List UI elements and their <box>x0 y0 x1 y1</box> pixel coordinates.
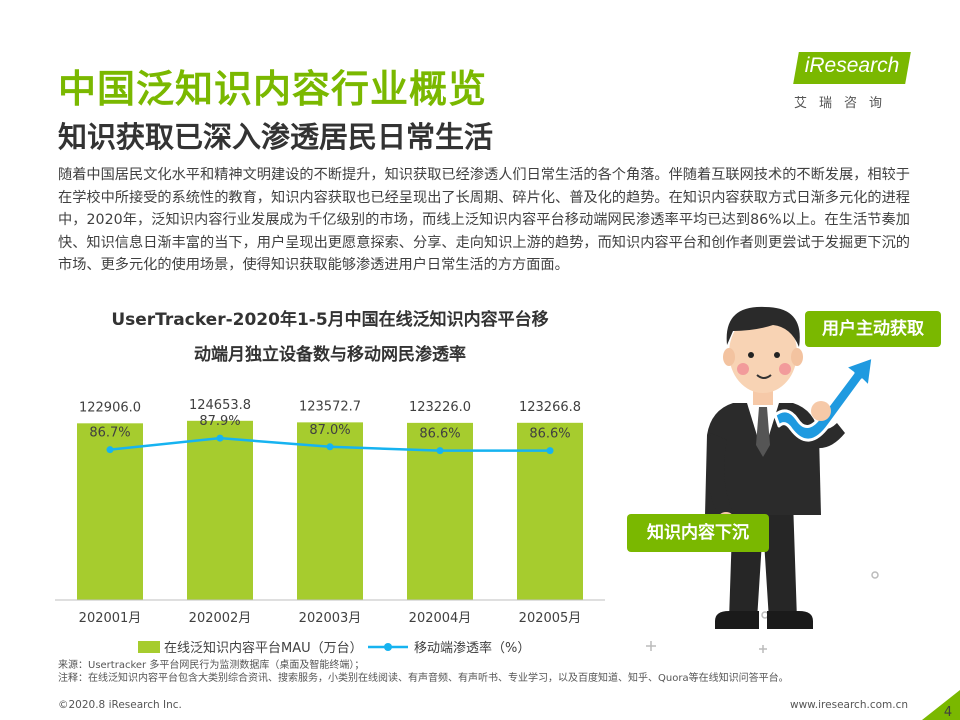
bar-value-label: 124653.8 <box>189 398 251 413</box>
left-shoe <box>715 611 759 629</box>
footer-source: 来源：Usertracker 多平台网民行为监测数据库（桌面及智能终端）； 注释… <box>58 659 789 685</box>
source-text: 来源：Usertracker 多平台网民行为监测数据库（桌面及智能终端）； <box>58 660 365 671</box>
chart-title-line1: UserTracker-2020年1-5月中国在线泛知识内容平台移 <box>111 310 549 330</box>
left-cheek <box>737 363 749 375</box>
copyright: ©2020.8 iResearch Inc. <box>58 699 182 711</box>
line-point <box>546 447 554 455</box>
x-tick-label: 202003月 <box>299 611 362 626</box>
mouth <box>756 374 772 379</box>
right-cheek <box>779 363 791 375</box>
page-number: 4 <box>944 705 952 720</box>
intro-paragraph: 随着中国居民文化水平和精神文明建设的不断提升，知识获取已经渗透人们日常生活的各个… <box>58 167 910 273</box>
bar-value-label: 123572.7 <box>299 399 361 414</box>
chart-title-line2: 动端月独立设备数与移动网民渗透率 <box>194 345 466 365</box>
bar-value-label: 123226.0 <box>409 400 471 415</box>
right-eye <box>774 352 780 358</box>
penetration-value-labels: 86.7% 87.9% 87.0% 86.6% 86.6% <box>89 414 570 441</box>
left-ear <box>723 348 735 366</box>
callout-content-sinking: 知识内容下沉 <box>627 514 769 552</box>
left-arm <box>706 433 733 517</box>
tie <box>756 407 770 457</box>
line-value-label: 87.0% <box>309 423 350 438</box>
page-subtitle: 知识获取已深入渗透居民日常生活 <box>58 120 494 154</box>
line-point <box>106 446 114 454</box>
left-eye <box>748 352 754 358</box>
chart-legend: 在线泛知识内容平台MAU（万台） 移动端渗透率（%） <box>138 640 530 656</box>
line-value-label: 86.7% <box>89 426 130 441</box>
footer-url[interactable]: www.iresearch.com.cn <box>790 699 909 711</box>
x-tick-label: 202002月 <box>189 611 252 626</box>
right-ear <box>791 348 803 366</box>
line-value-label: 87.9% <box>199 414 240 429</box>
hair <box>726 306 800 347</box>
bar <box>187 420 253 600</box>
callout-user-active: 用户主动获取 <box>805 311 941 347</box>
legend-line-marker <box>384 643 392 651</box>
x-tick-label: 202004月 <box>409 611 472 626</box>
bar-value-labels: 122906.0 124653.8 123572.7 123226.0 123266.8 <box>79 398 581 416</box>
note-text: 注释：在线泛知识内容平台包含大类别综合资讯、搜索服务，小类别在线阅读、有声音频、… <box>58 673 789 684</box>
line-point <box>326 443 334 451</box>
businessman-illustration <box>646 306 879 653</box>
x-tick-labels: 202001月 202002月 202003月 202004月 202005月 <box>79 611 582 626</box>
sparkle-icon <box>646 571 879 653</box>
line-point <box>216 434 224 442</box>
legend-bar-swatch <box>138 641 160 653</box>
bar <box>297 422 363 600</box>
mau-penetration-chart: 122906.0 124653.8 123572.7 123226.0 123266.8… <box>55 398 605 656</box>
bar-series <box>77 420 583 600</box>
right-shoe <box>767 611 813 629</box>
bar-value-label: 122906.0 <box>79 400 141 415</box>
bar-value-label: 123266.8 <box>519 400 581 415</box>
legend-bar-label: 在线泛知识内容平台MAU（万台） <box>164 640 363 656</box>
legend-line-label: 移动端渗透率（%） <box>414 640 530 656</box>
x-tick-label: 202001月 <box>79 611 142 626</box>
page-title: 中国泛知识内容行业概览 <box>58 67 488 111</box>
page-number-badge: 4 <box>922 690 960 720</box>
line-point <box>436 447 444 455</box>
logo-brand: iResearch <box>804 54 900 77</box>
right-hand <box>811 401 831 421</box>
x-tick-label: 202005月 <box>519 611 582 626</box>
line-value-label: 86.6% <box>529 427 570 442</box>
growth-arrow-icon <box>773 355 875 442</box>
iresearch-logo: iResearch 艾瑞咨询 <box>790 52 920 114</box>
penetration-points <box>106 434 554 455</box>
logo-cn-name: 艾瑞咨询 <box>794 96 895 111</box>
line-value-label: 86.6% <box>419 427 460 442</box>
